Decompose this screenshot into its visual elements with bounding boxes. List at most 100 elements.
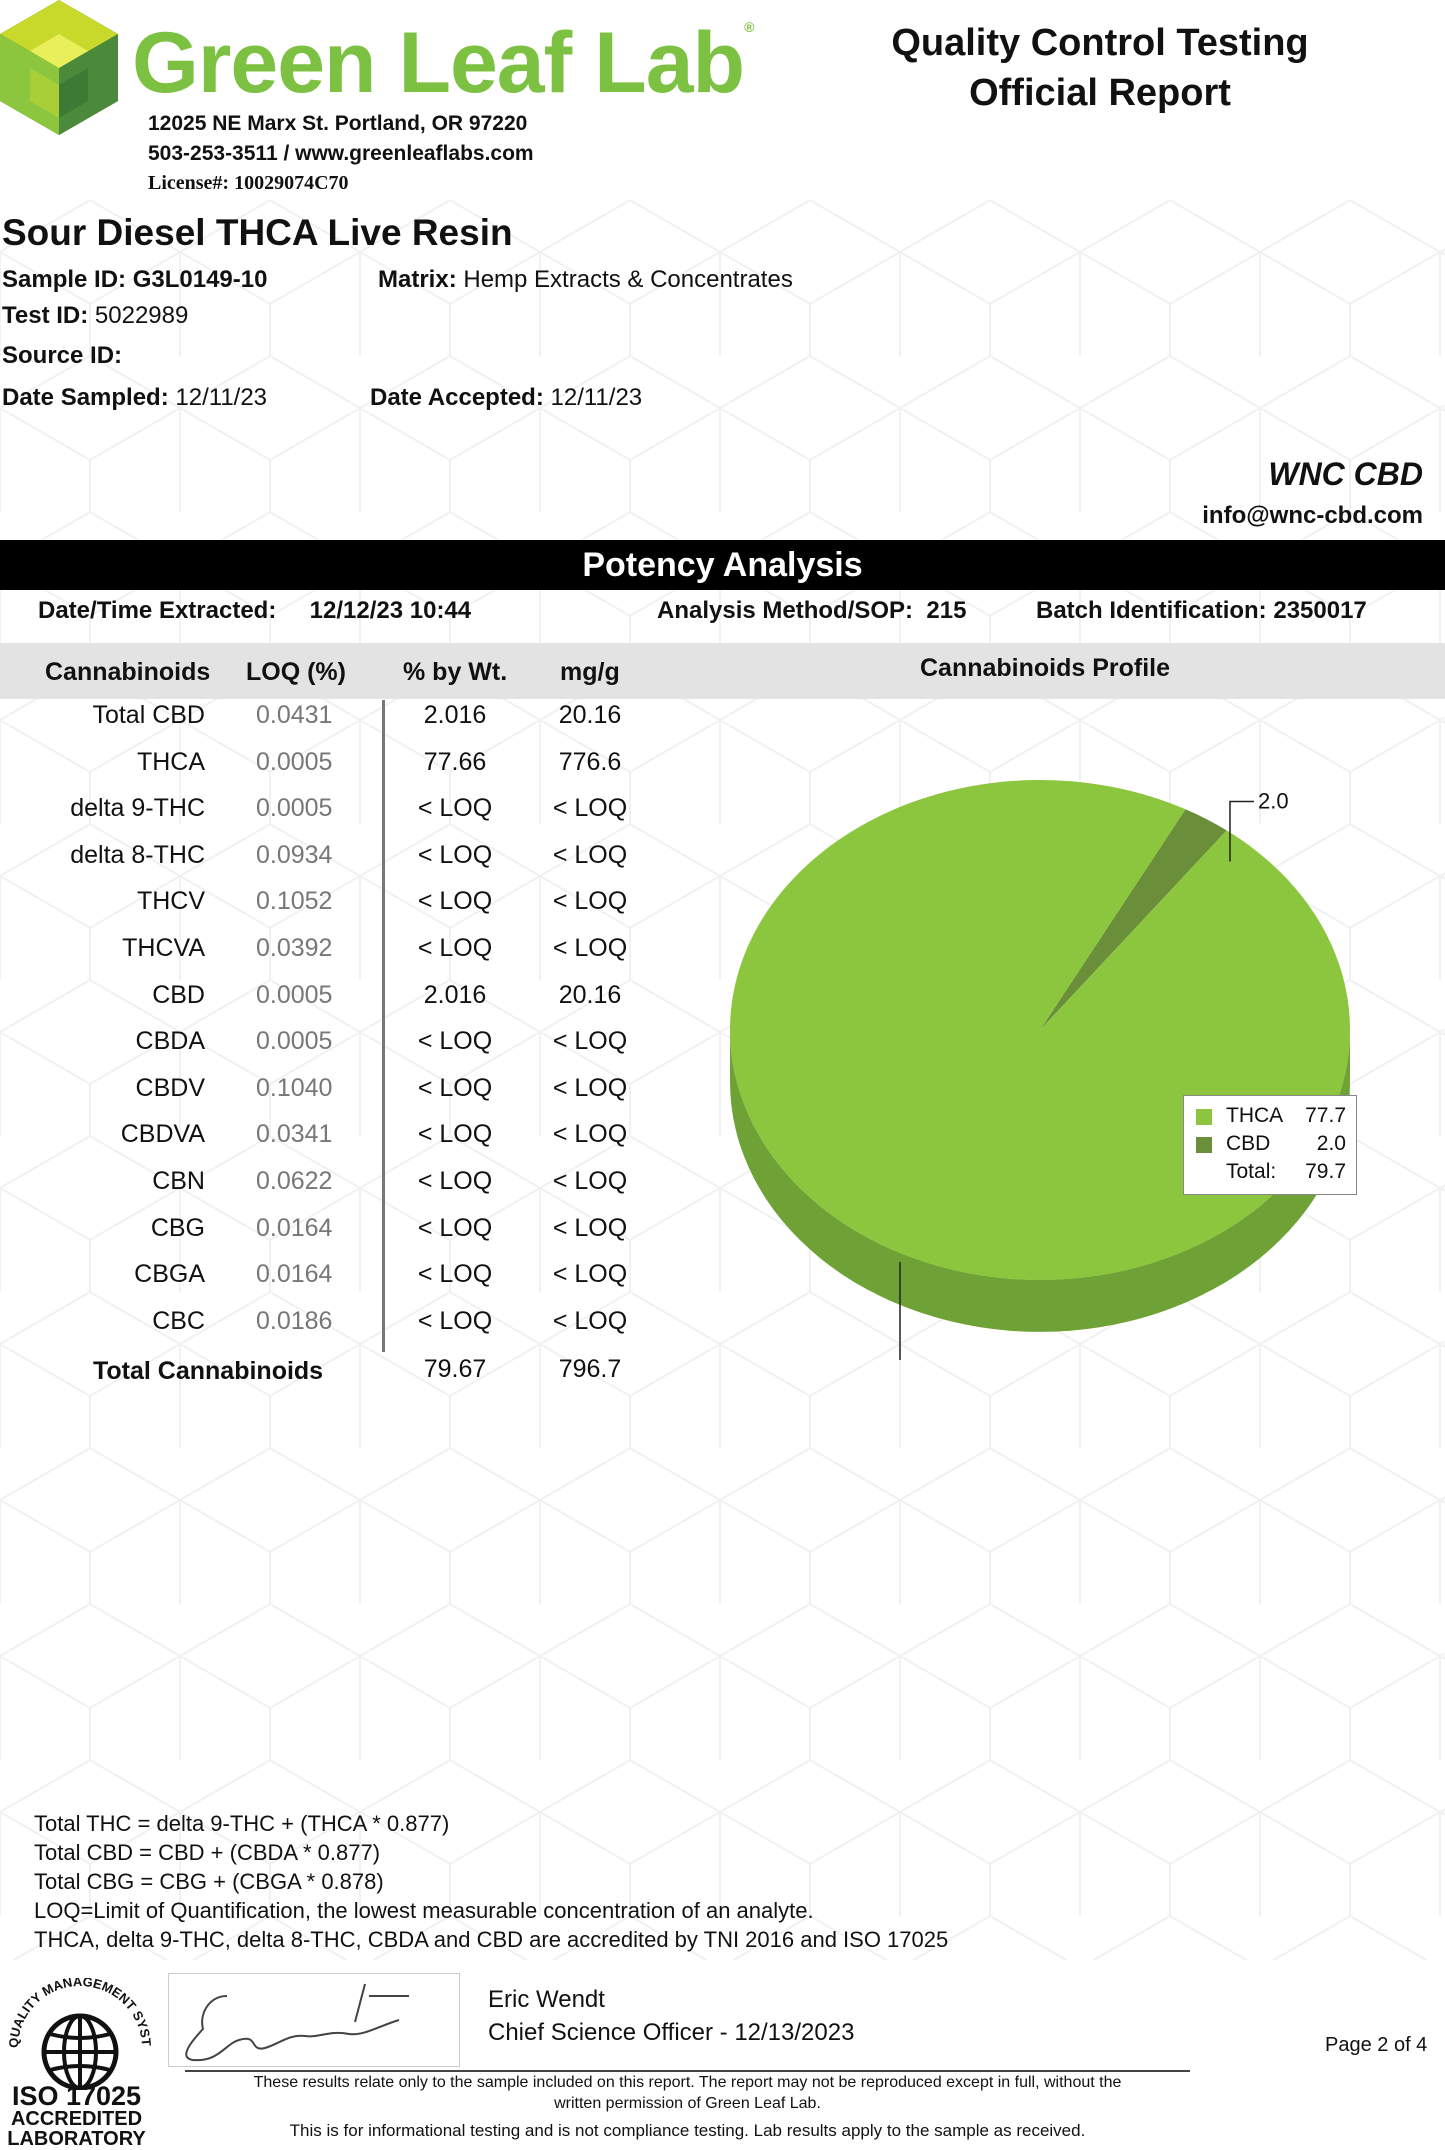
legend-swatch-thca <box>1196 1109 1212 1125</box>
pie-slice-cbd <box>1040 809 1227 1030</box>
legend-value: 77.7 <box>1305 1104 1346 1127</box>
sample-id: Sample ID: G3L0149-10 <box>2 266 268 293</box>
table-cell-cannabinoid: CBD <box>152 981 205 1009</box>
table-cell-pct: < LOQ <box>417 1214 493 1242</box>
legend-item-cbd: CBD 2.0 <box>1196 1132 1346 1158</box>
table-cell-mg: 20.16 <box>558 701 622 729</box>
table-cell-pct: 2.016 <box>423 981 487 1009</box>
table-cell-pct: < LOQ <box>417 1260 493 1288</box>
data-label-cbd: 2.0 <box>1258 788 1289 813</box>
client-name: WNC CBD <box>1268 456 1423 492</box>
table-cell-cannabinoid: THCVA <box>122 934 205 962</box>
report-title-line-1: Quality Control Testing <box>891 22 1309 64</box>
page-number: Page 2 of 4 <box>1325 2034 1428 2056</box>
table-cell-loq: 0.1040 <box>256 1074 333 1102</box>
pie-slice-thca <box>729 779 1350 1280</box>
table-cell-mg: < LOQ <box>552 1307 628 1335</box>
table-cell-mg: < LOQ <box>552 841 628 869</box>
signer-title: Chief Science Officer - 12/13/2023 <box>488 2019 855 2046</box>
lab-license: License#: 10029074C70 <box>148 172 349 194</box>
table-cell-mg: < LOQ <box>552 1214 628 1242</box>
table-cell-cannabinoid: CBDV <box>135 1074 205 1102</box>
legend-label: THCA <box>1226 1104 1284 1127</box>
date-sampled: Date Sampled: 12/11/23 <box>2 384 268 411</box>
disclaimer-line-2: written permission of Green Leaf Lab. <box>554 2095 821 2112</box>
pie-side <box>730 1030 1350 1332</box>
table-cell-cannabinoid: delta 9-THC <box>70 794 205 822</box>
table-cell-pct: < LOQ <box>417 1307 493 1335</box>
table-cell-pct: < LOQ <box>417 934 493 962</box>
brand-name: Green Leaf Lab® <box>132 15 754 111</box>
note-loq: LOQ=Limit of Quantification, the lowest … <box>34 1898 814 1923</box>
table-cell-pct: 2.016 <box>423 701 487 729</box>
leader-line-thca <box>899 1262 901 1360</box>
legend-value: 2.0 <box>1316 1132 1346 1155</box>
table-cell-pct: < LOQ <box>417 1027 493 1055</box>
table-cell-loq: 0.0005 <box>256 1027 333 1055</box>
column-header-loq: LOQ (%) <box>246 658 346 686</box>
table-cell-loq: 0.0186 <box>256 1307 333 1335</box>
table-cell-cannabinoid: CBN <box>152 1167 205 1195</box>
table-cell-pct: < LOQ <box>417 1074 493 1102</box>
report-title-line-2: Official Report <box>969 72 1231 114</box>
seal-line-3: LABORATORY <box>7 2128 146 2150</box>
legend-total-label: Total: <box>1226 1160 1277 1183</box>
table-cell-cannabinoid: CBDA <box>135 1027 205 1055</box>
table-cell-mg: < LOQ <box>552 1260 628 1288</box>
signer-name: Eric Wendt <box>488 1986 605 2013</box>
legend-item-thca: THCA 77.7 <box>1196 1104 1346 1130</box>
table-cell-cannabinoid: Total CBD <box>92 701 205 729</box>
table-cell-mg: < LOQ <box>552 1027 628 1055</box>
table-cell-pct: 77.66 <box>423 748 487 776</box>
column-header-cannabinoids: Cannabinoids <box>45 658 211 686</box>
batch-identification: Batch Identification: 2350017 <box>1036 597 1367 624</box>
table-cell-cannabinoid: CBDVA <box>120 1120 205 1148</box>
table-cell-loq: 0.0164 <box>256 1260 333 1288</box>
table-cell-cannabinoid: CBC <box>152 1307 205 1335</box>
table-cell-loq: 0.1052 <box>256 887 333 915</box>
test-id: Test ID: 5022989 <box>2 302 189 329</box>
disclaimer-line-1: These results relate only to the sample … <box>253 2074 1122 2091</box>
table-cell-loq: 0.0622 <box>256 1167 333 1195</box>
table-cell-mg: < LOQ <box>552 934 628 962</box>
table-cell-mg: 20.16 <box>558 981 622 1009</box>
table-cell-mg: 776.6 <box>558 748 622 776</box>
leader-line-cbd <box>1229 800 1254 862</box>
legend-total: Total: 79.7 <box>1196 1160 1346 1186</box>
source-id: Source ID: <box>2 342 123 369</box>
table-cell-loq: 0.0392 <box>256 934 333 962</box>
table-cell-pct: < LOQ <box>417 794 493 822</box>
table-cell-mg: < LOQ <box>552 794 628 822</box>
total-cannabinoids-pct: 79.67 <box>423 1355 487 1383</box>
table-cell-pct: < LOQ <box>417 1167 493 1195</box>
signature-icon <box>185 1983 409 2062</box>
note-total-cbd: Total CBD = CBD + (CBDA * 0.877) <box>34 1840 381 1865</box>
table-divider <box>382 700 385 1352</box>
table-cell-mg: < LOQ <box>552 1074 628 1102</box>
seal-line-1: ISO 17025 <box>11 2081 142 2111</box>
analysis-method: Analysis Method/SOP: 215 <box>657 597 967 624</box>
iso-seal-globe-icon: QUALITY MANAGEMENT SYSTEM <box>0 1978 154 2090</box>
table-cell-mg: < LOQ <box>552 887 628 915</box>
total-cannabinoids-label: Total Cannabinoids <box>93 1357 324 1385</box>
disclaimer-line-3: This is for informational testing and is… <box>289 2121 1086 2140</box>
client-email: info@wnc-cbd.com <box>1202 502 1423 529</box>
potency-analysis-banner: Potency Analysis <box>0 540 1445 590</box>
date-accepted: Date Accepted: 12/11/23 <box>370 384 643 411</box>
green-leaf-lab-logo <box>0 0 118 135</box>
table-cell-loq: 0.0005 <box>256 748 333 776</box>
cannabinoids-pie-chart: 2.0 77.7 <box>729 779 1350 1360</box>
report-title: Quality Control Testing Official Report <box>850 18 1350 118</box>
table-cell-mg: < LOQ <box>552 1120 628 1148</box>
lab-address: 12025 NE Marx St. Portland, OR 97220 <box>148 112 528 135</box>
table-cell-cannabinoid: CBGA <box>134 1260 205 1288</box>
table-cell-pct: < LOQ <box>417 887 493 915</box>
legend-total-value: 79.7 <box>1305 1160 1346 1183</box>
table-cell-loq: 0.0005 <box>256 981 333 1009</box>
table-cell-cannabinoid: CBG <box>150 1214 205 1242</box>
note-total-cbg: Total CBG = CBG + (CBGA * 0.878) <box>34 1869 384 1894</box>
note-accreditation: THCA, delta 9-THC, delta 8-THC, CBDA and… <box>34 1927 949 1952</box>
matrix: Matrix: Hemp Extracts & Concentrates <box>378 266 793 293</box>
legend-label: CBD <box>1226 1132 1271 1155</box>
table-cell-pct: < LOQ <box>417 1120 493 1148</box>
